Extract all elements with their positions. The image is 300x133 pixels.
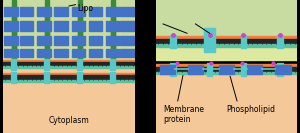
Bar [3,0,135,66]
Text: Lipo: Lipo [77,4,93,13]
Bar [111,0,115,23]
Bar [170,35,176,48]
Bar [78,15,82,37]
Bar [156,39,297,44]
Bar [44,59,49,70]
Bar [37,36,50,45]
Bar [3,73,135,75]
Bar [3,66,135,68]
Bar [241,63,246,76]
Bar [277,63,283,76]
Bar [55,7,68,16]
Bar [241,35,246,48]
Bar [160,65,175,74]
Bar [4,21,17,31]
Bar [72,49,85,57]
Bar [219,65,234,74]
Bar [20,21,33,31]
Bar [106,49,119,57]
Bar [110,72,115,83]
Bar [156,64,297,66]
Bar [156,36,297,39]
Bar [77,59,82,70]
Bar [275,65,291,74]
Bar [121,21,134,31]
Bar [78,43,82,64]
Bar [20,7,33,16]
Bar [156,44,297,60]
Bar [44,72,49,83]
Bar [11,72,16,83]
Bar [156,66,297,72]
Bar [4,49,17,57]
Bar [20,36,33,45]
Bar [55,36,68,45]
Bar [106,7,119,16]
Bar [3,80,135,82]
Bar [156,72,297,74]
Bar [277,35,283,48]
Bar [111,15,115,37]
Bar [55,21,68,31]
Bar [89,7,102,16]
Bar [45,15,49,37]
Bar [3,66,135,133]
Bar [77,72,82,83]
Bar [207,63,212,76]
Bar [121,7,134,16]
Bar [89,49,102,57]
Bar [4,36,17,45]
Bar [45,0,49,23]
Bar [78,29,82,52]
Bar [12,43,16,64]
Bar [156,44,297,47]
Bar [72,7,85,16]
Bar [111,43,115,64]
Bar [121,49,134,57]
Bar [37,21,50,31]
Bar [247,65,262,74]
Bar [72,21,85,31]
Bar [3,60,135,62]
Bar [11,59,16,70]
Text: Membrane
protein: Membrane protein [163,105,204,124]
Bar [45,29,49,52]
Bar [170,63,176,76]
Bar [12,15,16,37]
Bar [89,21,102,31]
Bar [204,28,215,52]
Bar [55,49,68,57]
Bar [12,29,16,52]
Bar [89,36,102,45]
Bar [121,36,134,45]
Bar [106,21,119,31]
Bar [4,7,17,16]
Bar [106,36,119,45]
Bar [110,59,115,70]
Bar [45,43,49,64]
Bar [20,49,33,57]
Bar [188,65,203,74]
Bar [156,74,297,133]
Bar [37,49,50,57]
Bar [207,35,212,48]
Bar [111,29,115,52]
Bar [78,0,82,23]
Bar [3,62,135,66]
Bar [12,0,16,23]
Bar [3,75,135,80]
Bar [72,36,85,45]
Bar [37,7,50,16]
Text: Phospholipid: Phospholipid [226,105,275,114]
Bar [156,0,297,37]
Text: Cytoplasm: Cytoplasm [49,116,89,125]
